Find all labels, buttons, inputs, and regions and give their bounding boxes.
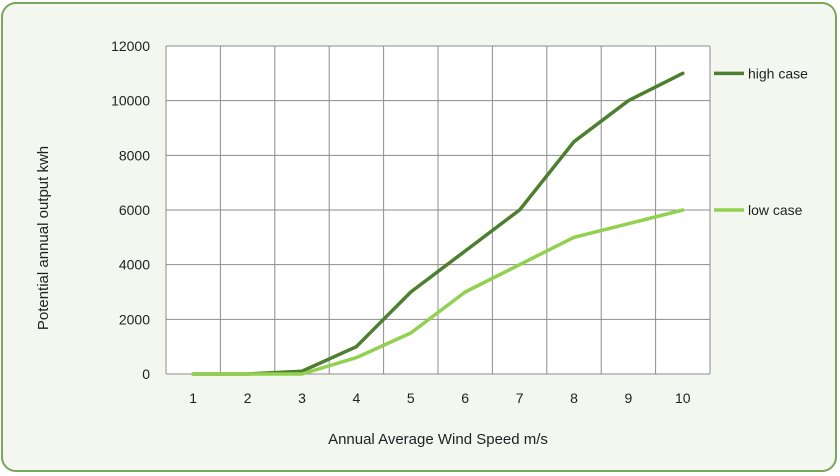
x-tick-label: 6 [461, 390, 469, 406]
y-tick-label: 0 [142, 366, 150, 382]
x-axis-ticks: 1 2 3 4 5 6 7 8 9 10 [189, 390, 690, 406]
y-tick-label: 8000 [119, 147, 150, 163]
x-tick-label: 5 [407, 390, 415, 406]
series-lines [191, 71, 685, 376]
series-line-low-case [191, 208, 685, 376]
y-tick-label: 12000 [111, 38, 150, 54]
x-tick-label: 10 [675, 390, 691, 406]
x-tick-label: 4 [353, 390, 361, 406]
legend: high case low case [714, 65, 808, 218]
x-axis-title: Annual Average Wind Speed m/s [328, 431, 548, 448]
y-tick-label: 4000 [119, 257, 150, 273]
legend-label: low case [748, 202, 803, 218]
x-tick-label: 2 [244, 390, 252, 406]
y-tick-label: 2000 [119, 311, 150, 327]
grid-lines [165, 45, 711, 375]
y-tick-label: 10000 [111, 93, 150, 109]
x-tick-label: 8 [570, 390, 578, 406]
y-tick-label: 6000 [119, 202, 150, 218]
x-tick-label: 3 [298, 390, 306, 406]
x-tick-label: 9 [625, 390, 633, 406]
y-axis-title: Potential annual output kwh [35, 146, 52, 330]
x-tick-label: 1 [189, 390, 197, 406]
y-axis-ticks: 0 2000 4000 6000 8000 10000 12000 [111, 38, 150, 382]
legend-label: high case [748, 65, 808, 81]
x-tick-label: 7 [516, 390, 524, 406]
